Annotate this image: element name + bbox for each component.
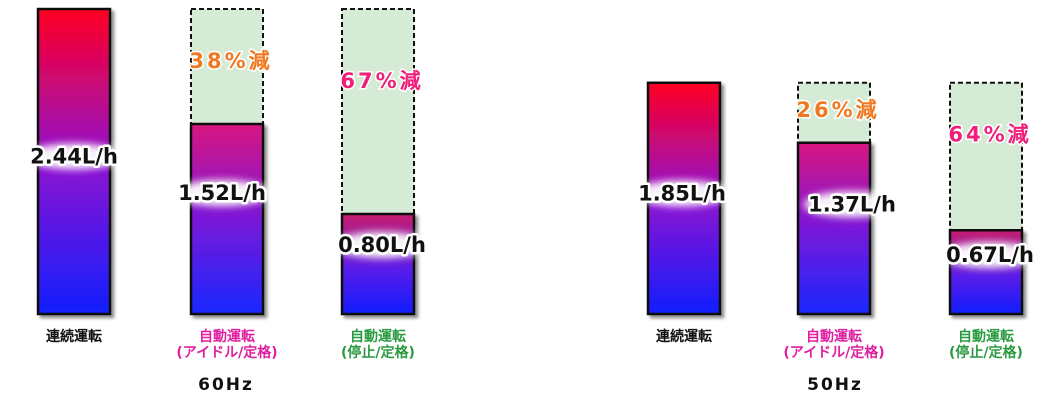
- chart-group-0: 2.44L/h連続運転1.52L/h38%減自動運転(アイドル/定格)0.80L…: [26, 7, 430, 395]
- value-label-glow: [26, 143, 122, 170]
- category-label: 自動運転: [806, 328, 862, 345]
- category-label: (停止/定格): [949, 344, 1023, 361]
- reduction-label: 26%減: [796, 98, 879, 122]
- value-label-glow: [804, 191, 900, 218]
- category-label: (アイドル/定格): [176, 344, 277, 361]
- value-label: 1.52L/h: [178, 181, 266, 205]
- value-label: 1.85L/h: [638, 181, 726, 205]
- category-label: 自動運転: [958, 328, 1014, 345]
- bar: [340, 212, 416, 316]
- group-label: 60Hz: [198, 375, 254, 395]
- category-label: 自動運転: [199, 328, 255, 345]
- category-label: 自動運転: [350, 328, 406, 345]
- reduction-label: 67%減: [340, 69, 423, 93]
- category-label: (停止/定格): [341, 344, 415, 361]
- reduction-label: 64%減: [948, 122, 1031, 146]
- reduction-box: [949, 81, 1023, 232]
- value-label-glow: [174, 180, 270, 206]
- category-label: 連続運転: [46, 328, 102, 345]
- category-label: 連続運転: [656, 328, 712, 345]
- chart-group-1: 1.85L/h連続運転1.37L/h26%減自動運転(アイドル/定格)0.67L…: [634, 81, 1038, 395]
- value-label-glow: [942, 242, 1038, 269]
- reduction-box: [341, 8, 415, 215]
- category-label: (アイドル/定格): [783, 344, 884, 361]
- value-label: 0.67L/h: [946, 243, 1034, 267]
- bar: [796, 141, 872, 316]
- bar: [189, 122, 265, 316]
- value-label: 0.80L/h: [338, 233, 426, 257]
- value-label: 2.44L/h: [30, 145, 118, 169]
- value-label-glow: [634, 180, 730, 207]
- reduction-label: 38%減: [189, 49, 272, 73]
- value-label-glow: [334, 232, 430, 258]
- group-label: 50Hz: [807, 375, 863, 395]
- reduction-box: [190, 8, 264, 125]
- value-label: 1.37L/h: [808, 192, 896, 216]
